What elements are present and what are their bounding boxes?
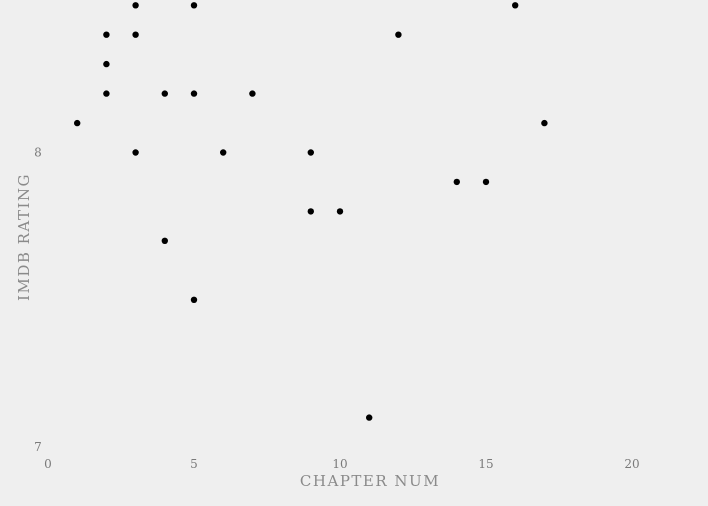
data-point — [307, 208, 314, 215]
y-tick-label: 7 — [34, 440, 42, 454]
points-layer — [74, 2, 548, 421]
x-tick-label: 5 — [190, 457, 198, 471]
x-tick-labels: 0 5 10 15 20 — [44, 457, 639, 471]
data-point — [336, 208, 344, 215]
y-tick-label: 8 — [34, 146, 42, 160]
y-axis-title: IMDB RATING — [15, 173, 33, 301]
data-point — [190, 2, 198, 9]
y-tick-labels: 789 — [34, 146, 42, 455]
data-point — [249, 90, 256, 97]
data-point — [395, 31, 402, 38]
x-tick-label: 15 — [478, 457, 493, 471]
data-point — [103, 31, 110, 38]
data-point — [366, 414, 373, 421]
data-point — [190, 296, 198, 303]
data-point — [307, 149, 314, 156]
x-axis-title: CHAPTER NUM — [300, 472, 440, 490]
x-tick-label: 0 — [44, 457, 52, 471]
data-point — [132, 31, 139, 38]
data-point — [220, 149, 227, 156]
data-point — [512, 2, 519, 9]
data-point — [161, 237, 168, 244]
x-tick-label: 10 — [332, 457, 347, 471]
data-point — [74, 119, 81, 127]
data-point — [103, 90, 110, 97]
data-point — [103, 60, 110, 68]
data-point — [482, 178, 490, 186]
data-point — [190, 90, 198, 97]
data-point — [132, 149, 139, 156]
data-point — [541, 119, 548, 127]
data-point — [132, 2, 139, 9]
data-point — [161, 90, 168, 97]
data-point — [453, 178, 460, 186]
x-tick-label: 20 — [624, 457, 639, 471]
